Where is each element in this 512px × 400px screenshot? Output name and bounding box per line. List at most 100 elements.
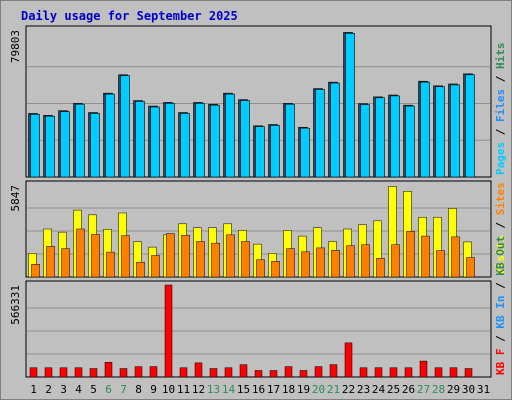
bar-pages [75,103,85,178]
bar-pages [120,75,130,178]
bar-pages [210,104,220,178]
bar-pages [420,81,430,178]
bar-sites [121,235,130,278]
day-label: 5 [90,383,97,396]
day-label: 13 [207,383,220,396]
day-label: 21 [327,383,340,396]
legend-entry: KB In [494,296,507,329]
bar-sites [31,264,40,278]
legend-separator: / [494,69,507,89]
bar-kb-f [464,368,473,378]
bar-sites [136,261,145,278]
day-label: 27 [417,383,430,396]
bar-pages [450,84,460,178]
bar-pages [390,95,400,178]
panel-kb-f-in-out [25,280,492,378]
day-label: 31 [477,383,490,396]
day-label: 26 [402,383,415,396]
bar-sites [196,241,205,278]
bar-kb-f [359,367,368,378]
bar-sites [106,251,115,278]
day-label: 6 [105,383,112,396]
bar-kb-f [164,284,173,378]
bar-pages [285,103,295,178]
bar-sites [271,261,280,278]
bar-kb-f [374,367,383,378]
bar-pages [195,103,205,178]
bar-sites [316,247,325,278]
bar-pages [375,97,385,178]
bar-kb-f [119,368,128,378]
bar-sites [331,250,340,278]
day-label: 12 [192,383,205,396]
bar-kb-f [104,361,113,378]
bar-pages [360,104,370,178]
day-label: 28 [432,383,445,396]
legend-entry: KB F [494,349,507,376]
day-label: 25 [387,383,400,396]
day-label: 10 [162,383,175,396]
bar-sites [226,234,235,278]
legend-entry: Sites [494,182,507,215]
bar-sites [346,245,355,278]
bar-kb-f [179,367,188,378]
bar-pages [225,93,235,178]
bar-pages [270,125,280,178]
bar-kb-f [344,342,353,378]
bar-sites [211,242,220,278]
chart-title: Daily usage for September 2025 [21,9,238,23]
day-label: 14 [222,383,236,396]
day-label: 17 [267,383,280,396]
legend-entry: KB Out [494,236,507,276]
bar-sites [181,235,190,278]
bar-pages [90,113,100,178]
bar-pages [150,106,160,178]
legend-separator: / [494,122,507,142]
bar-pages [240,100,250,178]
bar-kb-f [404,367,413,378]
bar-pages [300,127,310,178]
bar-sites [151,255,160,278]
day-label: 4 [75,383,82,396]
legend-separator: / [494,276,507,296]
bar-kb-f [44,367,53,378]
bar-sites [61,248,70,278]
day-label: 29 [447,383,460,396]
bar-kb-f [449,367,458,378]
bar-kb-f [149,366,158,378]
bar-sites [301,251,310,278]
bar-sites [391,244,400,278]
bar-sites [421,235,430,278]
bar-pages [30,114,40,178]
day-label: 30 [462,383,475,396]
bar-pages [465,74,475,178]
bar-sites [376,258,385,278]
bar-kb-f [134,366,143,378]
day-label: 11 [177,383,190,396]
bar-pages [435,86,445,178]
day-label: 15 [237,383,250,396]
bar-kb-f [224,367,233,378]
bar-pages [165,103,175,178]
bar-sites [46,246,55,278]
bar-sites [91,234,100,278]
day-label: 9 [150,383,157,396]
bar-pages [60,111,70,178]
bar-sites [406,231,415,278]
day-label: 3 [60,383,67,396]
bar-kb-f [284,366,293,378]
bar-pages [180,113,190,178]
bar-kb-f [434,367,443,378]
day-label: 23 [357,383,370,396]
y-max-label: 5847 [9,185,22,212]
bar-kb-f [419,360,428,378]
bar-pages [315,89,325,178]
day-label: 7 [120,383,127,396]
bar-kb-f [254,370,263,378]
legend-separator: / [494,215,507,235]
bar-pages [255,126,265,178]
legend-entry: Hits [494,43,507,70]
bar-sites [466,257,475,278]
day-label: 1 [30,383,37,396]
